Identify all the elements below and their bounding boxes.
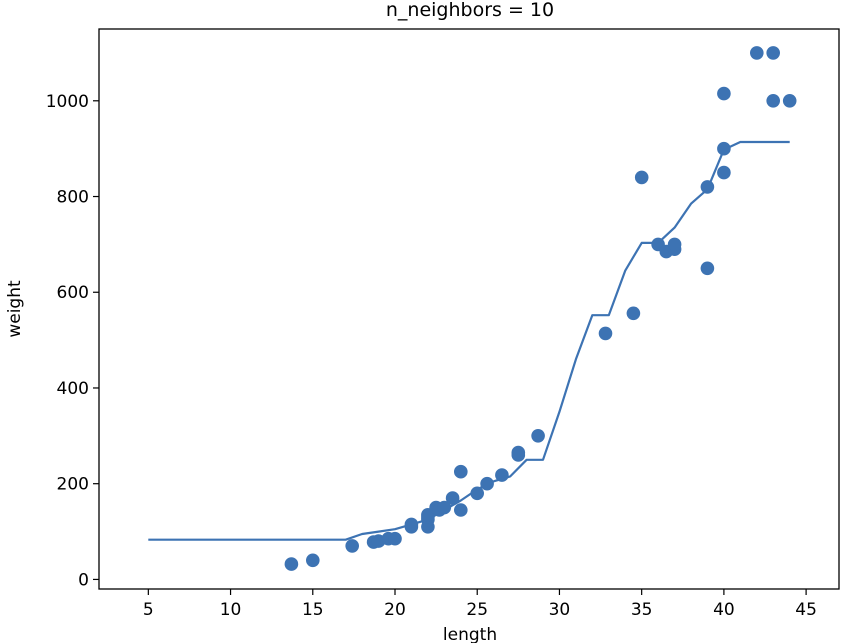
data-point xyxy=(480,476,494,491)
data-point xyxy=(404,517,419,532)
data-point xyxy=(388,531,402,546)
data-point xyxy=(454,464,468,479)
y-tick-label: 0 xyxy=(78,570,89,590)
plot-area-frame xyxy=(98,28,840,590)
data-point xyxy=(531,429,545,443)
data-point xyxy=(766,94,780,108)
x-tick-label: 10 xyxy=(220,600,242,620)
x-axis-label: length xyxy=(443,625,497,643)
y-tick-label: 600 xyxy=(57,283,89,303)
data-point xyxy=(717,141,731,156)
x-axis-ticks: 5 10 15 20 25 30 35 40 45 xyxy=(143,589,817,620)
data-point xyxy=(750,46,764,60)
data-point xyxy=(437,500,452,515)
data-point xyxy=(511,445,526,460)
x-tick-label: 35 xyxy=(631,600,653,620)
data-points-layer xyxy=(284,46,797,571)
data-point xyxy=(454,503,468,517)
y-tick-label: 800 xyxy=(57,188,89,208)
y-tick-label: 200 xyxy=(57,475,89,495)
data-point xyxy=(782,94,797,108)
y-axis-label: weight xyxy=(5,280,25,338)
data-point xyxy=(306,553,320,568)
data-point xyxy=(470,486,485,501)
data-point xyxy=(495,468,509,482)
data-point xyxy=(445,491,460,505)
data-point xyxy=(717,86,731,101)
data-point xyxy=(626,306,641,321)
data-point xyxy=(345,539,360,553)
data-point xyxy=(634,170,649,185)
x-tick-label: 40 xyxy=(713,600,735,620)
y-tick-label: 400 xyxy=(57,379,89,399)
fit-line-layer xyxy=(148,140,790,541)
x-tick-label: 30 xyxy=(549,600,571,620)
x-tick-label: 5 xyxy=(143,600,154,620)
data-point xyxy=(667,237,682,252)
x-tick-label: 45 xyxy=(795,600,817,620)
data-point xyxy=(717,165,731,180)
knn-prediction-line xyxy=(148,140,790,541)
x-tick-label: 25 xyxy=(466,600,488,620)
y-tick-label: 1000 xyxy=(46,92,89,112)
data-point xyxy=(766,46,780,60)
x-tick-label: 20 xyxy=(384,600,406,620)
y-axis-ticks: 0 200 400 600 800 1000 xyxy=(46,92,99,590)
data-point xyxy=(284,557,299,571)
x-tick-label: 15 xyxy=(302,600,324,620)
data-point xyxy=(598,326,613,341)
data-point xyxy=(700,261,715,276)
chart-title: n_neighbors = 10 xyxy=(386,0,554,21)
data-point xyxy=(700,180,715,194)
